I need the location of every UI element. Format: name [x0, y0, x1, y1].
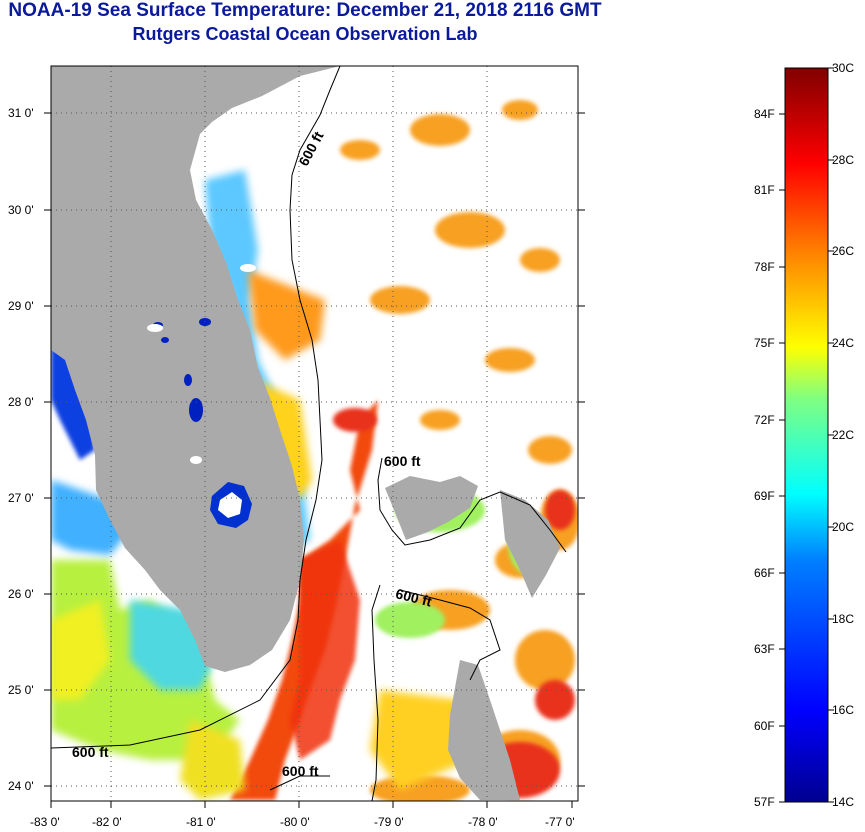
contour-label-west: 600 ft	[72, 744, 109, 760]
contour-label-bahama: 600 ft	[384, 453, 421, 469]
celsius-label: 20C	[832, 520, 854, 534]
lat-label: 24 0'	[8, 779, 34, 793]
axis-ticks	[44, 112, 585, 808]
longitude-labels: -83 0' -82 0' -81 0' -80 0' -79 0' -78 0…	[30, 815, 575, 829]
lon-label: -77 0'	[545, 815, 575, 829]
andros-island	[448, 660, 520, 800]
lon-label: -82 0'	[92, 815, 122, 829]
isobath-great-bahama-bank	[399, 589, 501, 681]
isobath-south	[269, 775, 330, 791]
offshore-warm-patch	[248, 270, 325, 360]
celsius-label: 28C	[832, 153, 854, 167]
chart-title: NOAA-19 Sea Surface Temperature: Decembe…	[8, 0, 602, 21]
contour-label-south: 600 ft	[282, 763, 319, 779]
inland-lakes	[153, 318, 211, 422]
fahrenheit-label: 75F	[754, 336, 775, 350]
lon-label: -80 0'	[280, 815, 310, 829]
map-plot-area: 600 ft 600 ft 600 ft 600 ft 600 ft	[51, 66, 578, 801]
latitude-labels: 31 0' 30 0' 29 0' 28 0' 27 0' 26 0' 25 0…	[8, 106, 34, 793]
map-frame	[50, 65, 579, 802]
fahrenheit-label: 63F	[754, 642, 775, 656]
gulf-stream-core	[290, 540, 360, 760]
fahrenheit-label: 69F	[754, 489, 775, 503]
lat-label: 26 0'	[8, 587, 34, 601]
isobath-straits	[371, 584, 381, 801]
inland-cloud-specks	[147, 264, 256, 464]
colorbar-fahrenheit-labels: 84F 81F 78F 75F 72F 69F 66F 63F 60F 57F	[754, 107, 775, 809]
lon-label: -81 0'	[186, 815, 216, 829]
chart-subtitle: Rutgers Coastal Ocean Observation Lab	[132, 24, 478, 44]
isobath-contours	[51, 66, 567, 801]
fahrenheit-label: 60F	[754, 719, 775, 733]
florida-peninsula	[51, 66, 340, 672]
celsius-label: 24C	[832, 336, 854, 350]
abaco-island	[500, 490, 560, 598]
fahrenheit-label: 72F	[754, 413, 775, 427]
gulf-yellow-water	[51, 600, 110, 700]
fahrenheit-label: 66F	[754, 566, 775, 580]
fahrenheit-label: 78F	[754, 260, 775, 274]
lon-label: -79 0'	[374, 815, 404, 829]
lon-label: -83 0'	[30, 815, 60, 829]
south-bahamas-warm-water	[370, 690, 470, 790]
celsius-label: 16C	[832, 703, 854, 717]
lat-label: 28 0'	[8, 395, 34, 409]
celsius-label: 18C	[832, 612, 854, 626]
lon-label: -78 0'	[468, 815, 498, 829]
lat-label: 27 0'	[8, 491, 34, 505]
fahrenheit-label: 81F	[754, 183, 775, 197]
celsius-label: 22C	[832, 428, 854, 442]
celsius-label: 30C	[832, 61, 854, 75]
lat-label: 30 0'	[8, 203, 34, 217]
keys-yellow-water	[180, 720, 245, 800]
gulf-coastal-cool-water	[51, 480, 130, 555]
lat-label: 29 0'	[8, 299, 34, 313]
colorbar-ticks	[779, 67, 834, 803]
isobath-florida-shelf	[51, 66, 341, 749]
land-layer	[51, 66, 560, 800]
grand-bahama-island	[385, 476, 478, 540]
colorbar-celsius-labels: 30C 28C 26C 24C 22C 20C 18C 16C 14C	[832, 61, 854, 809]
fahrenheit-label: 57F	[754, 795, 775, 809]
isobath-little-bahama-bank	[377, 457, 567, 553]
colorbar	[784, 67, 829, 803]
lat-label: 31 0'	[8, 106, 34, 120]
celsius-label: 14C	[832, 795, 854, 809]
celsius-label: 26C	[832, 244, 854, 258]
fahrenheit-label: 84F	[754, 107, 775, 121]
lat-label: 25 0'	[8, 683, 34, 697]
